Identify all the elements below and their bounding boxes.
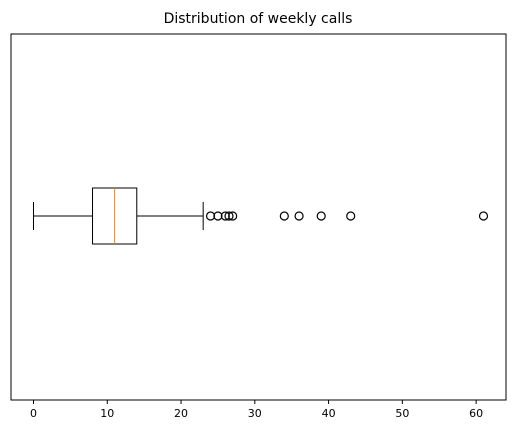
outlier-point-5 (279, 211, 289, 221)
x-tick-label-10: 10 (100, 407, 114, 420)
box-group (33, 187, 204, 245)
x-tick-label-30: 30 (248, 407, 262, 420)
outlier-point-0 (205, 211, 216, 221)
x-tick-label-50: 50 (395, 407, 409, 420)
chart-title: Distribution of weekly calls (164, 11, 353, 27)
outlier-group (205, 211, 489, 221)
outlier-point-6 (294, 211, 304, 221)
outlier-point-1 (213, 211, 223, 221)
x-tick-label-60: 60 (469, 407, 483, 420)
outlier-point-7 (316, 211, 326, 221)
plot-frame (10, 33, 507, 401)
x-tick-label-0: 0 (30, 407, 37, 420)
outlier-point-8 (346, 211, 356, 221)
x-tick-label-40: 40 (322, 407, 336, 420)
x-axis-ticks: 0 10 20 30 40 50 60 (30, 400, 483, 420)
outlier-point-2 (220, 211, 230, 221)
outlier-point-4 (228, 211, 238, 221)
x-tick-label-20: 20 (174, 407, 188, 420)
outlier-point-3 (224, 211, 234, 221)
outlier-point-9 (478, 211, 489, 221)
